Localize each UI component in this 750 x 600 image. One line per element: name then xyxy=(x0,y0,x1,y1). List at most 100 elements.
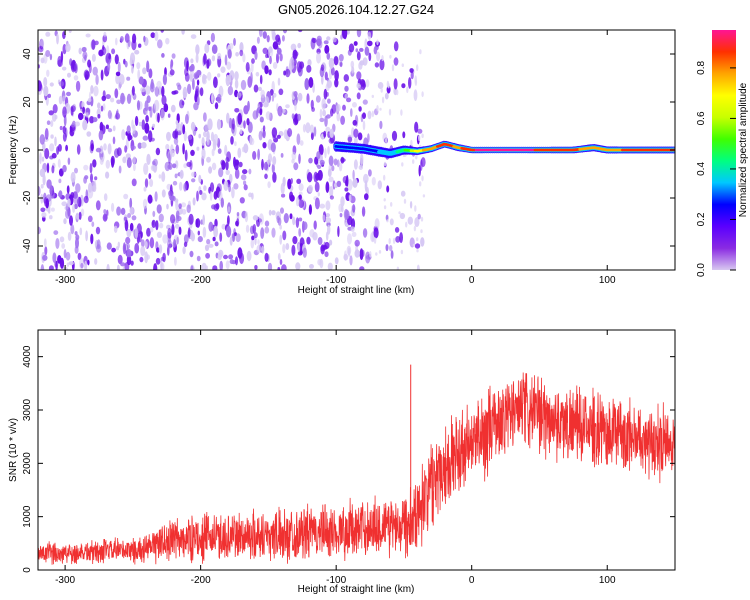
snr-series xyxy=(38,364,675,565)
noise-speckle xyxy=(277,253,281,261)
noise-speckle xyxy=(339,61,343,68)
noise-speckle xyxy=(324,115,328,127)
noise-speckle xyxy=(269,56,272,65)
noise-speckle xyxy=(229,236,233,246)
noise-speckle xyxy=(116,108,119,118)
noise-speckle xyxy=(162,234,168,244)
noise-speckle xyxy=(186,60,189,72)
noise-speckle xyxy=(164,161,171,172)
noise-speckle xyxy=(296,178,302,184)
noise-speckle xyxy=(102,103,106,111)
noise-speckle xyxy=(76,144,81,155)
noise-speckle xyxy=(203,131,207,138)
noise-speckle xyxy=(360,153,364,165)
noise-speckle xyxy=(228,184,232,193)
noise-speckle xyxy=(184,72,190,82)
noise-speckle xyxy=(152,210,156,217)
noise-speckle xyxy=(196,190,199,202)
noise-speckle xyxy=(85,230,88,242)
noise-speckle xyxy=(155,220,159,231)
noise-speckle xyxy=(274,45,279,50)
noise-speckle xyxy=(124,219,129,232)
noise-speckle xyxy=(211,55,216,62)
noise-speckle xyxy=(327,98,331,104)
noise-speckle xyxy=(140,87,146,93)
noise-speckle xyxy=(341,30,348,39)
noise-speckle xyxy=(41,156,45,162)
noise-speckle xyxy=(297,30,303,33)
noise-speckle xyxy=(291,113,295,120)
noise-speckle xyxy=(88,91,92,101)
noise-speckle xyxy=(155,257,161,265)
noise-speckle xyxy=(67,157,71,165)
noise-speckle xyxy=(168,190,173,200)
noise-speckle xyxy=(379,120,383,130)
noise-speckle xyxy=(191,178,196,183)
noise-speckle xyxy=(65,43,71,52)
noise-speckle xyxy=(228,254,234,260)
noise-speckle xyxy=(156,80,162,89)
noise-speckle xyxy=(157,39,163,49)
noise-speckle xyxy=(307,184,313,193)
noise-speckle xyxy=(328,176,334,183)
noise-speckle xyxy=(83,164,89,171)
noise-speckle xyxy=(329,128,334,138)
noise-speckle xyxy=(45,31,51,37)
noise-speckle xyxy=(338,162,343,172)
noise-speckle xyxy=(59,125,63,131)
noise-speckle xyxy=(262,129,266,139)
noise-speckle xyxy=(182,86,188,99)
noise-speckle xyxy=(161,95,167,106)
noise-speckle xyxy=(67,198,71,207)
noise-speckle xyxy=(91,221,95,227)
noise-speckle xyxy=(226,151,232,163)
noise-speckle xyxy=(336,180,342,188)
noise-speckle xyxy=(401,162,404,167)
noise-speckle xyxy=(133,163,136,172)
noise-speckle xyxy=(399,212,406,220)
noise-speckle xyxy=(148,173,152,180)
noise-speckle xyxy=(173,137,179,145)
noise-speckle xyxy=(70,171,76,183)
noise-speckle xyxy=(237,112,242,125)
noise-speckle xyxy=(377,180,382,190)
noise-speckle xyxy=(195,88,199,94)
noise-speckle xyxy=(183,234,189,244)
spectrogram-y-ticks: -40 -20 0 20 40 xyxy=(22,48,675,253)
noise-speckle xyxy=(211,162,217,171)
noise-speckle xyxy=(353,128,359,138)
noise-speckle xyxy=(381,96,385,104)
noise-speckle xyxy=(371,110,375,118)
noise-speckle xyxy=(46,69,50,78)
noise-speckle xyxy=(379,107,382,111)
noise-speckle xyxy=(217,148,222,154)
noise-speckle xyxy=(127,39,131,48)
noise-speckle xyxy=(319,117,325,123)
noise-speckle xyxy=(61,66,67,71)
x-tick-label: 100 xyxy=(599,275,616,286)
noise-speckle xyxy=(414,243,421,249)
noise-speckle xyxy=(52,252,57,263)
noise-speckle xyxy=(146,153,151,166)
noise-speckle xyxy=(235,233,241,243)
spectrogram-xlabel: Height of straight line (km) xyxy=(298,285,415,296)
noise-speckle xyxy=(84,54,87,61)
noise-speckle xyxy=(322,109,326,117)
noise-speckle xyxy=(267,181,271,189)
noise-speckle xyxy=(258,30,263,38)
noise-speckle xyxy=(78,112,84,121)
noise-speckle xyxy=(399,232,403,244)
noise-speckle xyxy=(144,241,148,249)
noise-speckle xyxy=(47,93,51,98)
noise-speckle xyxy=(172,180,178,186)
noise-speckle xyxy=(70,224,75,235)
noise-speckle xyxy=(272,156,277,166)
noise-speckle xyxy=(314,181,320,193)
noise-speckle xyxy=(279,259,283,265)
noise-speckle xyxy=(350,60,355,69)
noise-speckle xyxy=(338,54,344,62)
noise-speckle xyxy=(172,163,177,169)
noise-speckle xyxy=(79,227,83,236)
noise-speckle xyxy=(389,218,394,226)
colorbar-tick-label: 0.6 xyxy=(696,111,707,125)
